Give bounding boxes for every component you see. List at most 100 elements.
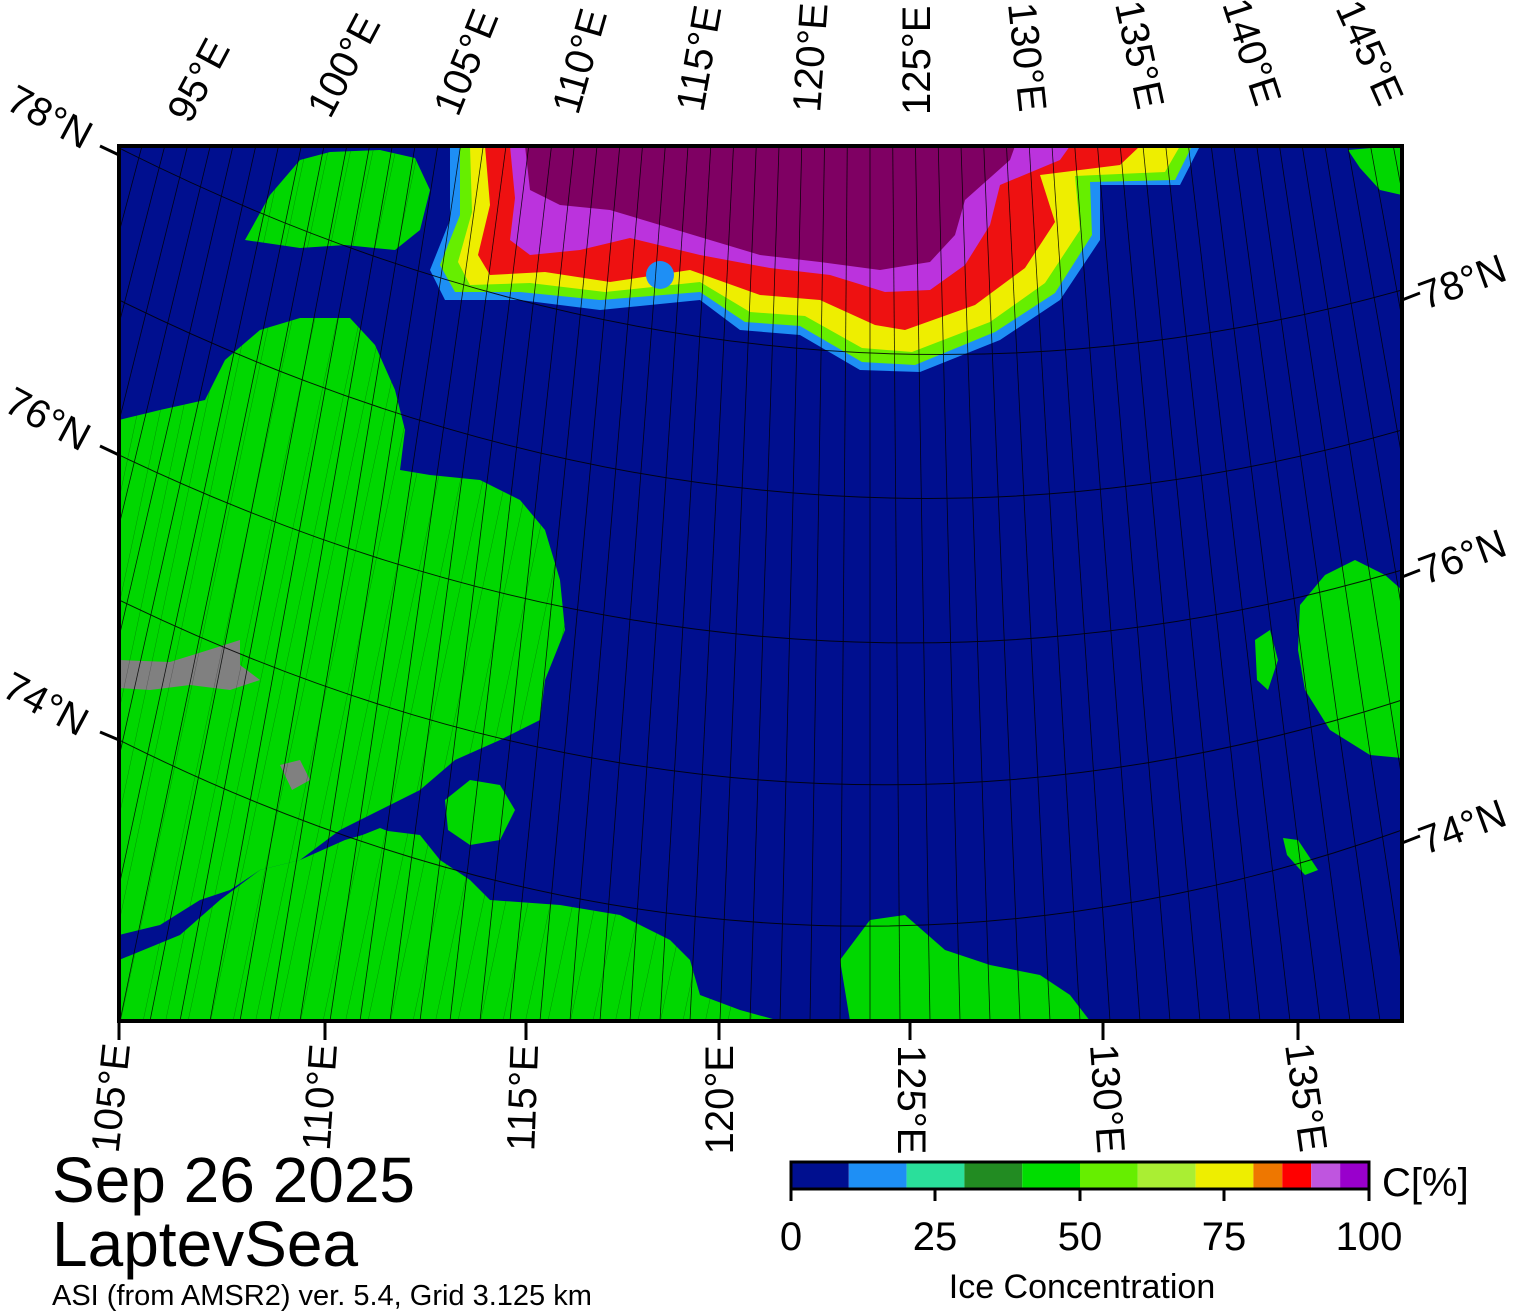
meridian-line [809,146,825,1021]
meridian-line [479,146,575,1021]
meridian-line [179,146,348,1021]
meridian-line [1256,146,1381,1021]
parallel-78n [119,147,1402,356]
colorbar-cell [848,1162,907,1189]
colorbar-tick-75: 75 [1202,1215,1247,1259]
meridian-line [299,146,439,1021]
lon-label-top-110e: 110°E [544,4,616,118]
meridian-line [599,146,666,1021]
graticule-over-land [119,150,780,1021]
lon-label-bottom-135e: 135°E [1276,1040,1335,1154]
frame-ticks [99,144,1421,1040]
colorbar-cell [906,1162,965,1189]
lat-labels-left: 78°N 76°N 74°N [0,77,99,745]
lon-label-bottom-105e: 105°E [84,1041,139,1154]
colorbar-label: Ice Concentration [949,1268,1216,1306]
lon-label-top-140e: 140°E [1213,0,1289,111]
lon-label-top-145e: 145°E [1327,0,1412,112]
lat-label-right-74n: 74°N [1413,792,1512,864]
parallel-77n [119,299,1402,499]
belkovsky-island [1255,630,1278,690]
date-title: Sep 26 2025 [52,1144,415,1216]
map-frame [117,144,1404,1023]
meridian-line [1279,146,1402,971]
meridian-line [239,146,393,1021]
meridian-line [1006,146,1051,1021]
meridian-line [1142,146,1231,1021]
colorbar-cell [1311,1162,1341,1189]
meridian-line [359,146,484,1021]
colorbar-cell [791,1162,849,1189]
parallel-74n [119,739,1402,927]
lon-label-bottom-110e: 110°E [295,1043,346,1152]
meridian-line [119,146,279,889]
lon-label-top-100e: 100°E [299,7,389,124]
lon-label-top-125e: 125°E [895,6,939,115]
colorbar-unit: C[%] [1382,1161,1469,1205]
lon-label-bottom-125e: 125°E [889,1045,933,1154]
meridian-line [539,146,621,1021]
colorbar: 0 25 50 75 100 C[%] Ice Concentration [780,1160,1469,1306]
meridian-line [1301,146,1402,783]
meridian-line [329,146,461,1021]
meridian-line [1165,146,1261,1021]
meridian-line [960,146,991,1021]
meridian-line [719,146,757,1021]
meridian-line [749,146,780,1021]
meridian-line [209,146,370,1021]
lon-labels-bottom: 105°E 110°E 115°E 120°E 125°E 130°E 135°… [84,1040,1335,1155]
lon-label-bottom-130e: 130°E [1081,1043,1133,1155]
meridian-line [659,146,712,1021]
lat-label-left-74n: 74°N [0,664,95,745]
meridian-line [983,146,1021,1021]
meridian-line [449,146,552,1021]
meridian-line [1210,146,1321,1021]
ice-polynya [646,261,674,289]
region-title: LaptevSea [52,1208,359,1280]
meridian-line [629,146,689,1021]
lon-label-top-120e: 120°E [785,1,837,113]
meridian-line [419,146,530,1021]
lat-labels-right: 78°N 76°N 74°N [1413,247,1512,864]
meridian-line [149,146,325,1021]
lat-label-right-78n: 78°N [1413,247,1512,319]
meridian-line [689,146,734,1021]
colorbar-cells [791,1162,1369,1189]
lat-label-right-76n: 76°N [1413,522,1512,594]
lon-label-bottom-115e: 115°E [499,1044,547,1152]
meridian-line [1233,146,1351,1021]
lon-label-top-105e: 105°E [426,3,508,121]
meridian-line [779,146,803,1021]
lon-label-bottom-120e: 120°E [698,1045,742,1154]
meridian-line [119,146,211,528]
parallel-76n [119,454,1402,644]
meridian-line [1119,146,1201,1021]
lon-label-top-115e: 115°E [669,2,731,114]
meridian-line [839,146,848,1021]
colorbar-cell [1340,1162,1369,1189]
meridian-line [1347,146,1402,461]
meridian-line [1028,146,1081,1021]
meridian-line [569,146,643,1021]
meridian-line [937,146,961,1021]
meridian-line [269,146,416,1021]
colorbar-cell [1195,1162,1254,1189]
lon-labels-top: 95°E 100°E 105°E 110°E 115°E 120°E 125°E… [159,0,1411,129]
colorbar-cell [1137,1162,1196,1189]
colorbar-tick-25: 25 [913,1215,958,1259]
meridian-line [509,146,598,1021]
product-subtitle: ASI (from AMSR2) ver. 5.4, Grid 3.125 km [52,1280,592,1312]
lat-label-left-76n: 76°N [0,379,97,460]
lat-label-left-78n: 78°N [0,77,99,158]
meridian-line [1097,146,1171,1021]
meridian-line [892,146,901,1021]
meridian-line [1074,146,1141,1021]
stolbovoy-island [1283,838,1318,875]
colorbar-cell [1080,1162,1138,1189]
colorbar-tick-50: 50 [1058,1215,1103,1259]
colorbar-tick-0: 0 [780,1215,802,1259]
ice-core-high [525,146,1015,270]
colorbar-tick-100: 100 [1336,1215,1403,1259]
parallel-75n [119,599,1402,786]
